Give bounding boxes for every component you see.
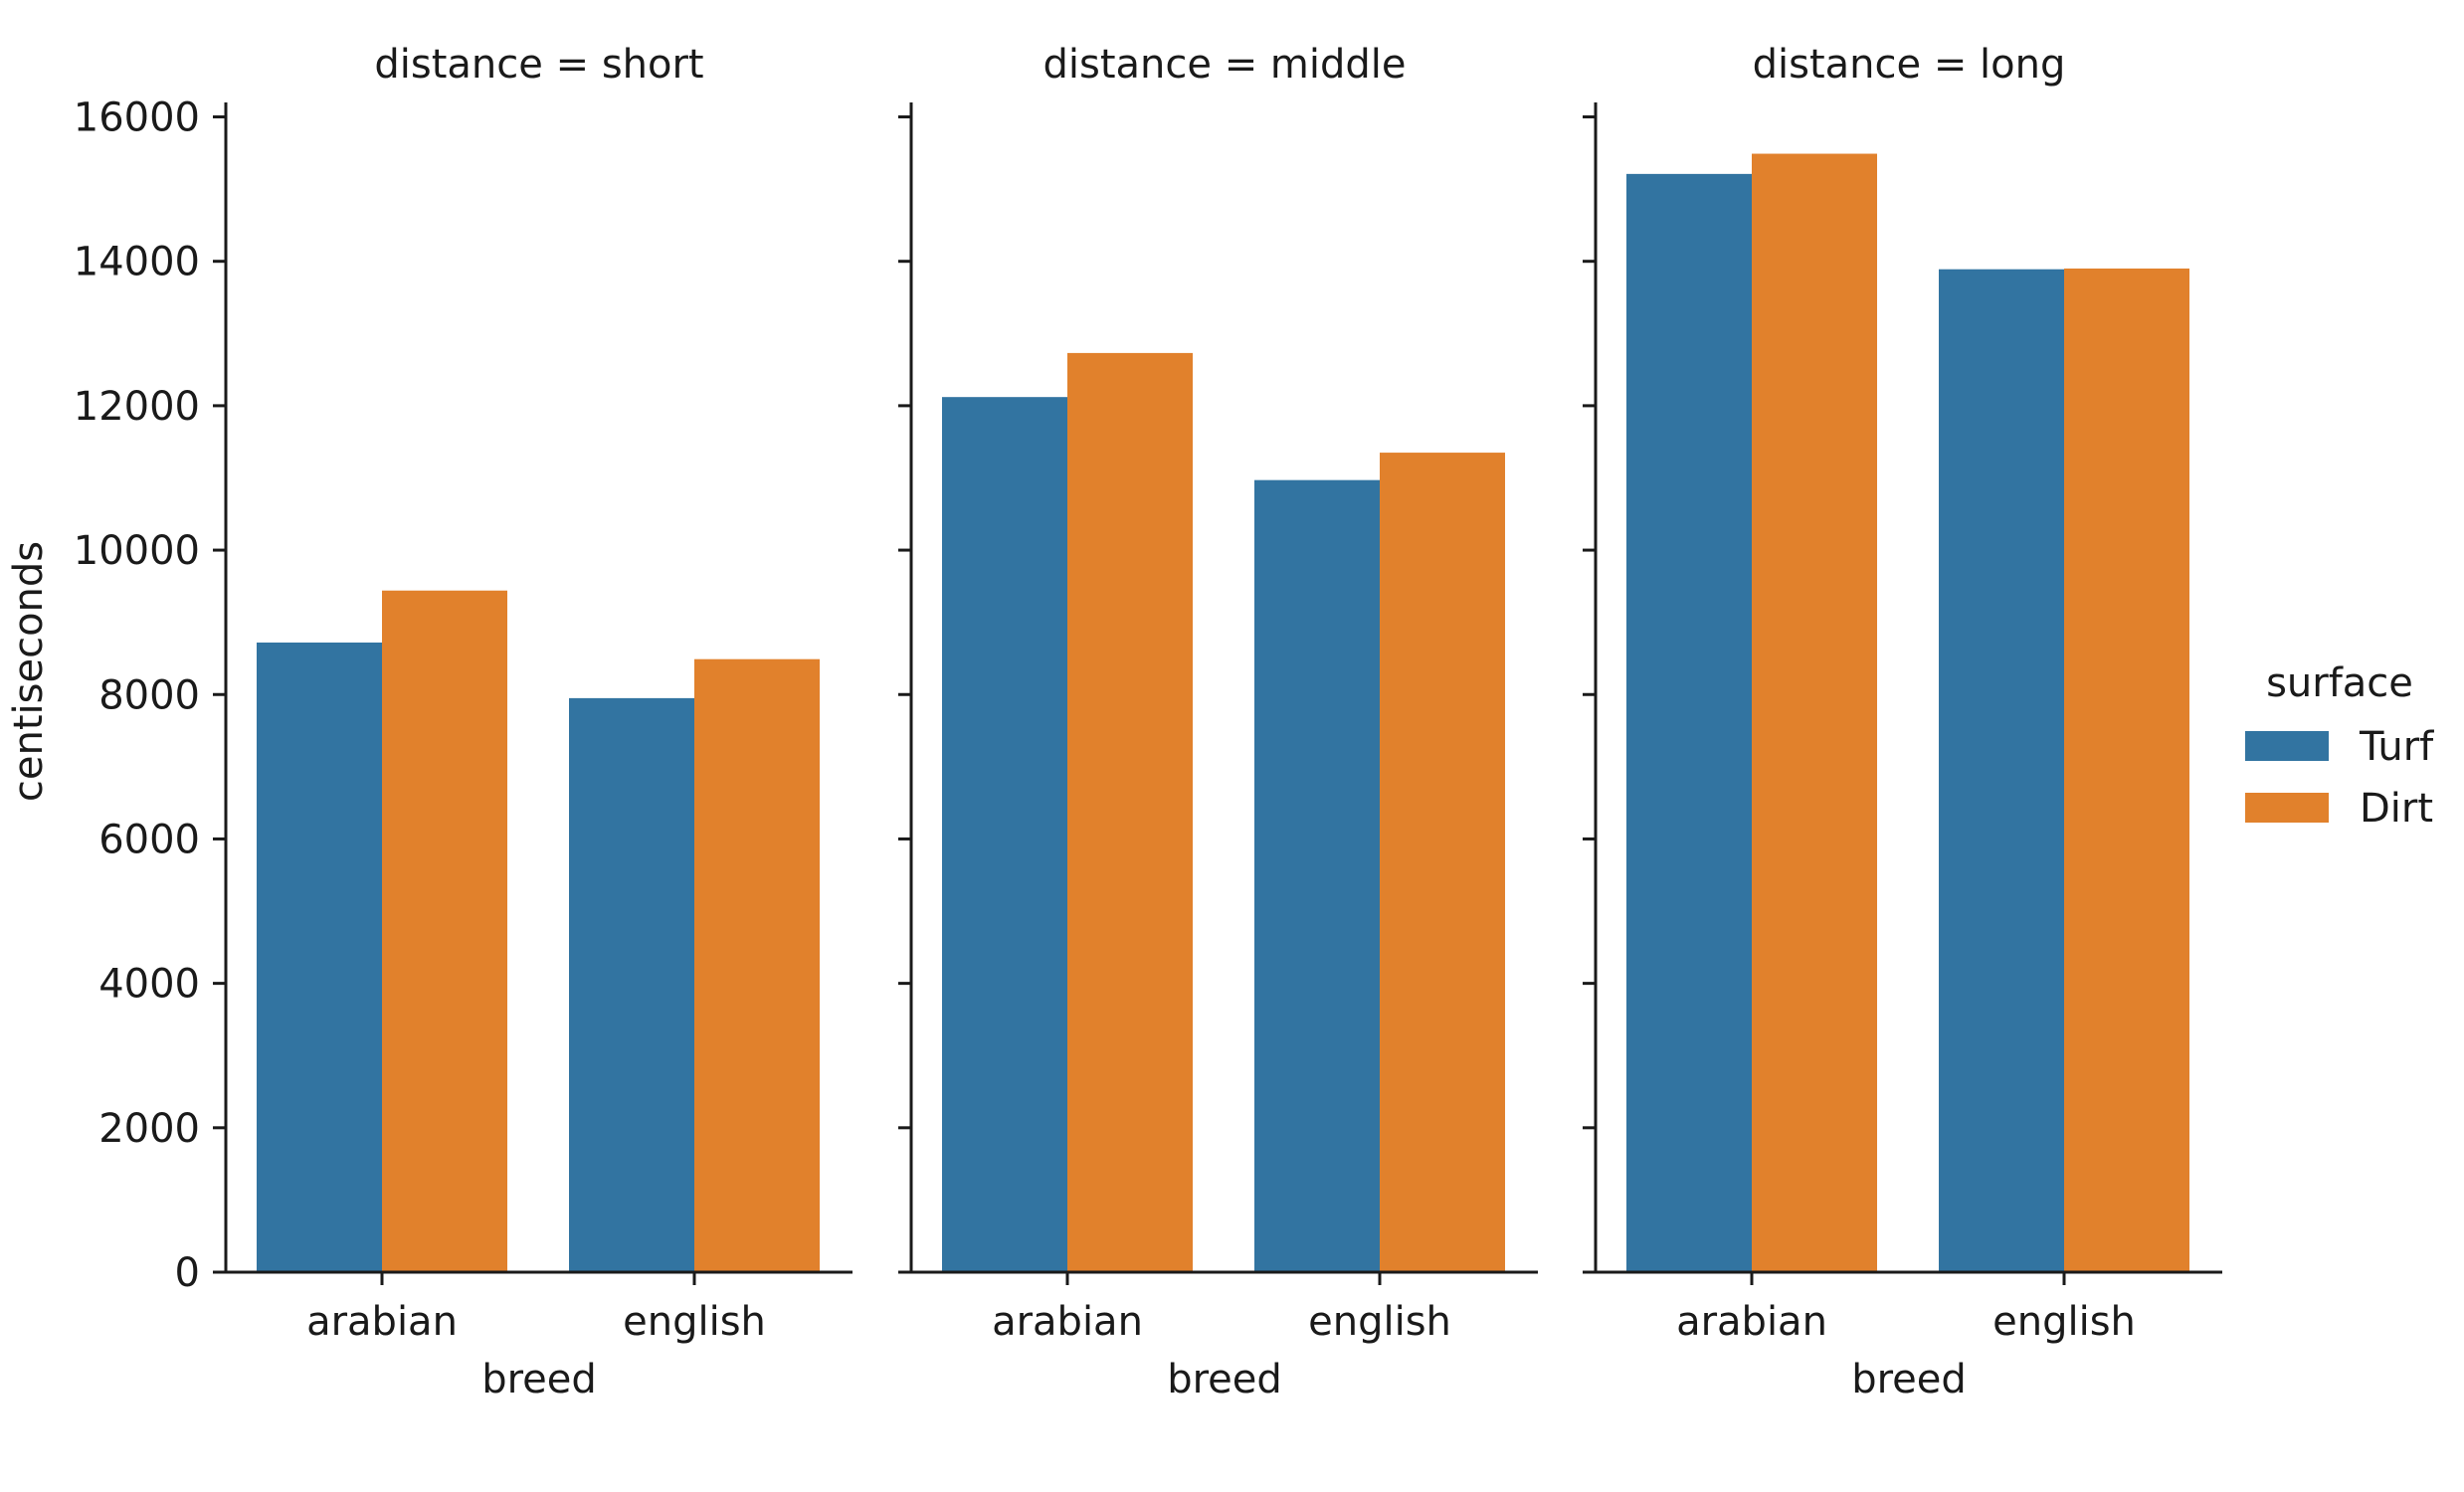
bar-dirt-english <box>1380 453 1505 1272</box>
y-tick-label: 16000 <box>74 95 200 141</box>
facet-panel-1: distance = short 0 2000 4000 6000 8000 10000 12… <box>74 42 853 1402</box>
y-tick-label: 10000 <box>74 528 200 574</box>
facet-title: distance = middle <box>1042 42 1406 88</box>
x-tick-label: english <box>623 1299 766 1345</box>
bar-turf-arabian <box>257 642 382 1272</box>
facet-panels: distance = short 0 2000 4000 6000 8000 10000 12… <box>74 42 2222 1402</box>
x-tick-label: english <box>1308 1299 1451 1345</box>
bar-dirt-english <box>2064 268 2189 1272</box>
x-tick-label: english <box>1992 1299 2136 1345</box>
bar-dirt-english <box>694 658 820 1272</box>
x-tick-label: arabian <box>1676 1299 1827 1345</box>
facet-panel-2: distance = middle arabian english breed <box>898 42 1538 1402</box>
y-tick-label: 14000 <box>74 240 200 285</box>
y-tick-label: 0 <box>175 1250 200 1296</box>
legend-swatch-turf <box>2245 731 2329 761</box>
x-tick-label: arabian <box>992 1299 1143 1345</box>
bar-dirt-arabian <box>382 590 507 1272</box>
y-axis-title-group: centiseconds <box>6 541 52 802</box>
legend: surface Turf Dirt <box>2245 660 2434 832</box>
bar-dirt-arabian <box>1752 153 1877 1272</box>
x-axis-title: breed <box>1167 1357 1282 1402</box>
facet-panel-3: distance = long arabian english breed <box>1583 42 2222 1402</box>
legend-label-turf: Turf <box>2359 724 2434 770</box>
bar-turf-arabian <box>942 397 1067 1273</box>
bar-turf-english <box>1254 479 1380 1272</box>
bar-dirt-arabian <box>1067 352 1193 1272</box>
legend-label-dirt: Dirt <box>2360 786 2433 832</box>
bar-turf-english <box>569 697 694 1272</box>
y-axis-title: centiseconds <box>6 541 52 802</box>
bar-turf-arabian <box>1626 173 1752 1272</box>
y-tick-label: 2000 <box>98 1106 200 1152</box>
facet-title: distance = long <box>1753 42 2066 88</box>
bar-turf-english <box>1939 269 2064 1272</box>
y-tick-label: 6000 <box>98 817 200 862</box>
legend-title: surface <box>2266 660 2413 706</box>
x-axis-title: breed <box>1851 1357 1967 1402</box>
x-tick-label: arabian <box>306 1299 458 1345</box>
y-tick-label: 8000 <box>98 672 200 718</box>
y-tick-label: 12000 <box>74 384 200 430</box>
y-tick-label: 4000 <box>98 962 200 1008</box>
x-axis-title: breed <box>481 1357 597 1402</box>
facet-title: distance = short <box>374 42 703 88</box>
legend-swatch-dirt <box>2245 793 2329 823</box>
